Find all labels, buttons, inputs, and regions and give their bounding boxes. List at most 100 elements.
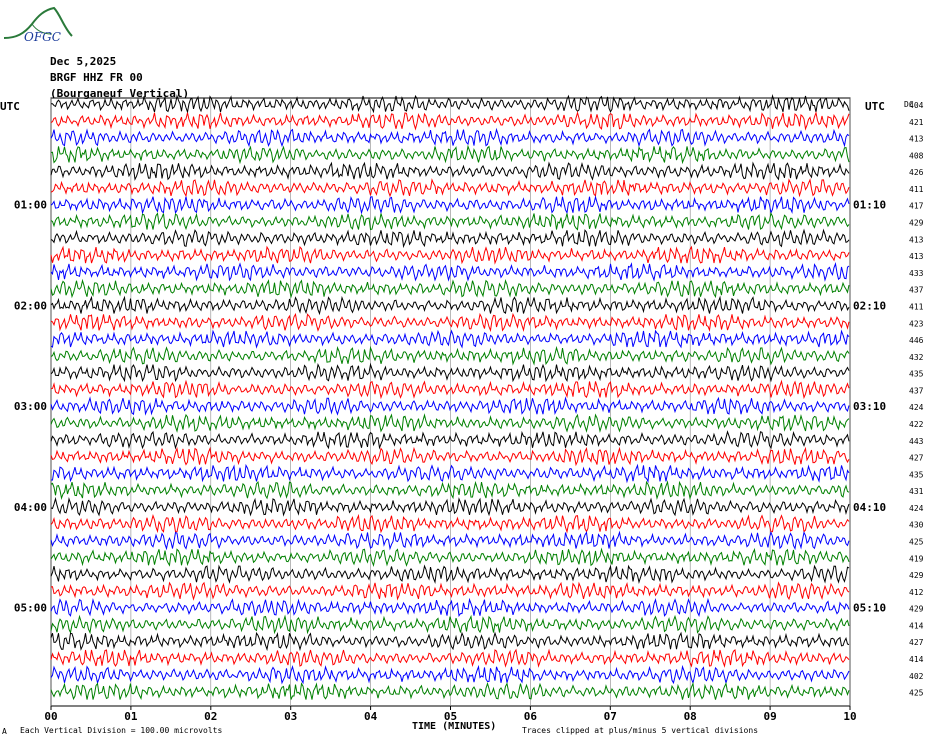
seismic-trace bbox=[50, 530, 850, 551]
x-tick-label: 04 bbox=[364, 710, 378, 723]
dc-offset-label: 424 bbox=[909, 504, 924, 513]
ofgc-logo: OFGC bbox=[2, 4, 74, 48]
dc-offset-label: 413 bbox=[909, 135, 924, 144]
right-time-label: 05:10 bbox=[853, 602, 886, 615]
dc-offset-label: 413 bbox=[909, 252, 924, 261]
seismic-trace bbox=[50, 144, 850, 165]
seismic-trace bbox=[51, 94, 850, 114]
dc-offset-label: 432 bbox=[909, 353, 924, 362]
left-time-label: 05:00 bbox=[14, 602, 47, 615]
dc-offset-label: 422 bbox=[909, 420, 924, 429]
right-time-label: 03:10 bbox=[853, 400, 886, 413]
x-tick-label: 10 bbox=[843, 710, 856, 723]
x-tick-label: 03 bbox=[284, 710, 297, 723]
dc-offset-label: 414 bbox=[909, 621, 924, 630]
dc-offset-label: 408 bbox=[909, 151, 924, 160]
seismic-trace bbox=[50, 513, 850, 534]
dc-offset-label: 411 bbox=[909, 185, 924, 194]
seismic-trace bbox=[50, 413, 850, 433]
x-tick-label: 05 bbox=[444, 710, 457, 723]
seismic-trace bbox=[50, 262, 850, 282]
seismic-trace bbox=[50, 329, 850, 349]
dc-offset-label: 425 bbox=[909, 538, 924, 547]
dc-offset-label: 433 bbox=[909, 269, 924, 278]
x-tick-label: 09 bbox=[763, 710, 776, 723]
seismic-trace bbox=[50, 463, 850, 484]
seismic-trace bbox=[50, 178, 850, 198]
seismic-trace bbox=[50, 547, 850, 568]
dc-offset-label: 429 bbox=[909, 219, 924, 228]
dc-offset-label: 431 bbox=[909, 487, 924, 496]
left-time-label: 02:00 bbox=[14, 299, 47, 312]
seismic-trace bbox=[50, 362, 850, 383]
seismic-trace bbox=[50, 379, 850, 400]
station-label: BRGF HHZ FR 00 bbox=[50, 71, 143, 84]
dc-offset-label: 424 bbox=[909, 403, 924, 412]
left-axis-title: UTC bbox=[0, 100, 20, 113]
corner-mark: A bbox=[2, 727, 7, 736]
dc-label: DC bbox=[904, 100, 914, 109]
dc-offset-label: 429 bbox=[909, 571, 924, 580]
seismic-trace bbox=[50, 614, 850, 635]
dc-offset-label: 427 bbox=[909, 638, 924, 647]
dc-offset-label: 425 bbox=[909, 689, 924, 698]
x-tick-label: 02 bbox=[204, 710, 217, 723]
dc-offset-label: 437 bbox=[909, 286, 924, 295]
dc-offset-label: 437 bbox=[909, 386, 924, 395]
scale-note: Each Vertical Division = 100.00 microvol… bbox=[20, 726, 223, 735]
right-time-label: 01:10 bbox=[853, 199, 886, 212]
left-time-label: 03:00 bbox=[14, 400, 47, 413]
seismic-trace bbox=[50, 245, 850, 265]
seismic-trace bbox=[50, 195, 850, 215]
dc-offset-label: 446 bbox=[909, 336, 924, 345]
logo-text: OFGC bbox=[24, 30, 61, 44]
dc-offset-label: 411 bbox=[909, 302, 924, 311]
seismic-trace bbox=[50, 681, 850, 701]
dc-offset-label: 429 bbox=[909, 605, 924, 614]
dc-offset-label: 435 bbox=[909, 370, 924, 379]
seismic-trace bbox=[50, 430, 850, 450]
seismic-trace bbox=[50, 278, 850, 299]
seismic-trace bbox=[50, 597, 850, 618]
seismic-trace bbox=[50, 312, 850, 333]
x-tick-label: 07 bbox=[604, 710, 617, 723]
right-time-label: 02:10 bbox=[853, 299, 886, 312]
x-axis-title: TIME (MINUTES) bbox=[412, 721, 497, 732]
x-tick-label: 01 bbox=[124, 710, 138, 723]
dc-offset-label: 414 bbox=[909, 655, 924, 664]
left-time-label: 04:00 bbox=[14, 501, 47, 514]
seismic-trace bbox=[50, 496, 850, 517]
right-axis-title: UTC bbox=[865, 100, 885, 113]
seismic-trace bbox=[50, 110, 850, 131]
seismic-trace bbox=[50, 631, 850, 652]
seismic-trace bbox=[50, 212, 850, 231]
dc-offset-label: 443 bbox=[909, 437, 924, 446]
seismic-trace bbox=[50, 295, 850, 316]
seismic-trace bbox=[50, 228, 850, 249]
date-label: Dec 5,2025 bbox=[50, 55, 117, 68]
dc-offset-label: 412 bbox=[909, 588, 924, 597]
seismic-trace bbox=[50, 648, 850, 668]
dc-offset-label: 423 bbox=[909, 319, 924, 328]
x-tick-label: 06 bbox=[524, 710, 538, 723]
dc-offset-label: 417 bbox=[909, 202, 924, 211]
dc-offset-label: 427 bbox=[909, 454, 924, 463]
seismic-trace bbox=[50, 664, 850, 685]
dc-offset-label: 430 bbox=[909, 521, 924, 530]
seismic-trace bbox=[50, 581, 850, 601]
x-tick-label: 08 bbox=[684, 710, 697, 723]
left-time-label: 01:00 bbox=[14, 199, 47, 212]
seismic-trace bbox=[50, 480, 850, 501]
seismic-trace bbox=[50, 127, 850, 148]
x-tick-label: 00 bbox=[44, 710, 57, 723]
seismic-trace bbox=[50, 446, 850, 467]
dc-offset-label: 413 bbox=[909, 235, 924, 244]
clip-note: Traces clipped at plus/minus 5 vertical … bbox=[522, 726, 759, 735]
dc-offset-label: 421 bbox=[909, 118, 924, 127]
dc-offset-label: 404 bbox=[909, 101, 924, 110]
dc-offset-label: 419 bbox=[909, 554, 924, 563]
right-time-label: 04:10 bbox=[853, 501, 886, 514]
dc-offset-label: 426 bbox=[909, 168, 924, 177]
dc-offset-label: 402 bbox=[909, 672, 924, 681]
